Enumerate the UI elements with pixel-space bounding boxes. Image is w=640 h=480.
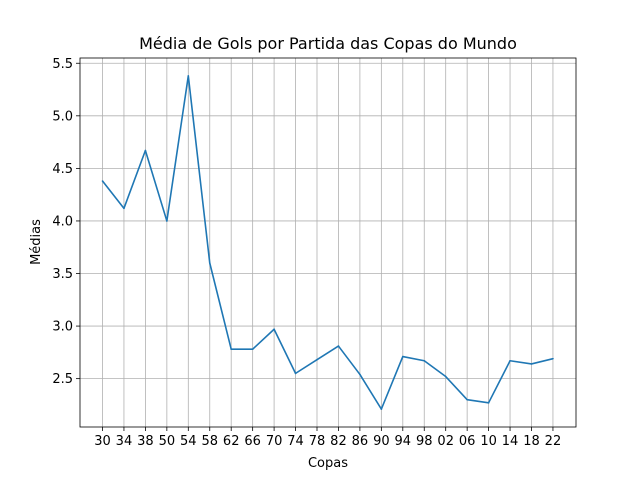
y-tick-label: 3.0 <box>52 320 73 335</box>
x-tick-label: 30 <box>94 434 111 449</box>
y-tick-label: 3.5 <box>52 267 73 282</box>
x-tick-label: 66 <box>244 434 261 449</box>
x-tick-label: 38 <box>137 434 154 449</box>
x-tick-label: 90 <box>373 434 390 449</box>
x-tick-label: 54 <box>180 434 197 449</box>
y-axis-label: Médias <box>29 219 44 265</box>
x-axis-ticks: 30 34 38 50 54 58 62 66 70 74 78 82 86 90 94 98 02 06 10 14… <box>94 427 561 449</box>
x-tick-label: 50 <box>159 434 176 449</box>
data-point <box>101 180 104 182</box>
y-tick-label: 5.0 <box>52 109 73 124</box>
x-tick-label: 86 <box>352 434 369 449</box>
x-tick-label: 58 <box>201 434 218 449</box>
x-tick-label: 14 <box>502 434 519 449</box>
data-point <box>380 408 383 410</box>
x-tick-label: 18 <box>523 434 540 449</box>
x-tick-label: 78 <box>309 434 326 449</box>
data-point <box>294 372 297 375</box>
data-point <box>423 359 426 362</box>
series-line <box>101 75 554 410</box>
data-point <box>509 359 511 362</box>
x-tick-label: 98 <box>416 434 433 449</box>
y-axis-ticks: 2.5 3.0 3.5 4.0 4.5 5.0 5.5 <box>52 57 80 387</box>
data-point <box>123 207 125 210</box>
plot-frame <box>79 57 577 428</box>
x-tick-label: 06 <box>459 434 476 449</box>
data-point <box>530 363 533 365</box>
data-point <box>144 149 147 152</box>
y-grid <box>80 62 576 380</box>
x-axis-label: Copas <box>308 456 348 471</box>
data-point <box>487 402 490 404</box>
x-grid <box>102 58 554 427</box>
y-tick-label: 4.5 <box>52 162 73 177</box>
data-point <box>444 375 447 378</box>
data-point <box>466 398 468 401</box>
x-tick-label: 74 <box>287 434 304 449</box>
chart-title: Média de Gols por Partida das Copas do M… <box>139 34 517 53</box>
data-point <box>552 357 554 360</box>
y-tick-label: 4.0 <box>52 214 73 229</box>
x-tick-label: 10 <box>480 434 497 449</box>
x-tick-label: 94 <box>395 434 412 449</box>
y-tick-label: 5.5 <box>52 57 73 72</box>
data-point <box>187 75 190 77</box>
data-point <box>230 348 232 351</box>
data-point <box>359 373 361 376</box>
data-point <box>337 345 340 347</box>
x-tick-label: 82 <box>330 434 347 449</box>
data-point <box>166 220 168 222</box>
x-tick-label: 34 <box>116 434 133 449</box>
x-tick-label: 70 <box>266 434 283 449</box>
data-point <box>208 262 211 264</box>
data-point <box>251 348 254 351</box>
data-point <box>402 355 404 358</box>
data-point <box>316 358 318 361</box>
data-series <box>101 75 554 410</box>
y-tick-label: 2.5 <box>52 372 73 387</box>
x-tick-label: 62 <box>223 434 240 449</box>
x-tick-label: 02 <box>437 434 454 449</box>
data-point <box>273 328 275 331</box>
x-tick-label: 22 <box>545 434 562 449</box>
